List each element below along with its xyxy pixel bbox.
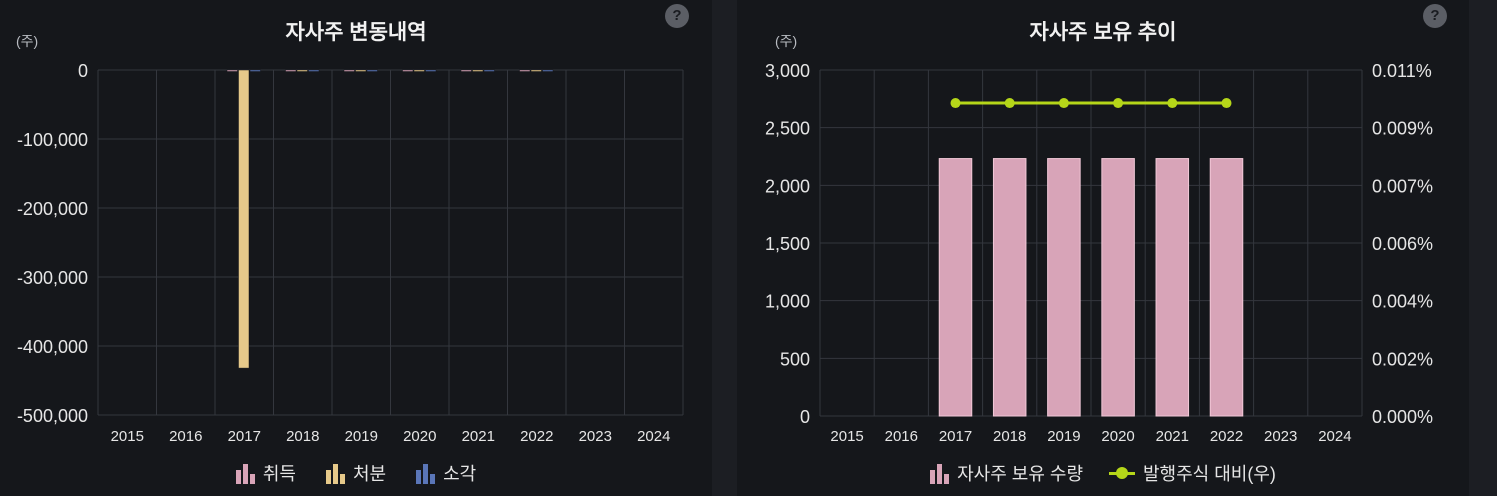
x-tick-label: 2018: [286, 428, 319, 445]
legend-item-disposal[interactable]: 처분: [325, 460, 387, 486]
right-chart-title: 자사주 보유 추이: [1029, 21, 1177, 44]
legend-item-holding-qty[interactable]: 자사주 보유 수량: [930, 460, 1083, 486]
point-issued-ratio: [1113, 98, 1124, 109]
bar-holding-qty: [1101, 158, 1135, 417]
y-tick-label: 2,500: [765, 119, 810, 139]
bar-holding-qty: [1209, 158, 1244, 417]
x-tick-label: 2022: [1210, 428, 1243, 445]
y2-tick-label: 0.002%: [1372, 349, 1433, 369]
x-tick-label: 2020: [403, 428, 436, 445]
bar-acquisition: [460, 69, 472, 72]
x-tick-label: 2015: [830, 428, 863, 445]
bar-cancellation: [483, 69, 495, 72]
left-unit-label: (주): [16, 33, 39, 49]
bar-holding-qty: [938, 158, 973, 417]
bar-disposal: [530, 69, 542, 72]
x-tick-label: 2021: [1156, 428, 1189, 445]
y-tick-label: -200,000: [17, 199, 88, 219]
y-tick-label: 3,000: [765, 61, 810, 81]
x-tick-label: 2019: [1047, 428, 1080, 445]
right-unit-label: (주): [775, 33, 798, 49]
panel-gap: [712, 0, 737, 496]
bar-acquisition: [226, 69, 238, 72]
legend-label: 자사주 보유 수량: [957, 464, 1083, 484]
y-tick-label: 1,500: [765, 234, 810, 254]
y-tick-label: 500: [780, 349, 810, 369]
point-issued-ratio: [1221, 98, 1232, 109]
bar-disposal: [413, 69, 425, 72]
bar-holding-qty: [1047, 158, 1081, 417]
bar-cancellation: [425, 69, 437, 72]
bar-chart-icon: [930, 462, 950, 484]
bar-disposal: [355, 69, 367, 72]
legend-item-issued-ratio[interactable]: 발행주식 대비(우): [1109, 460, 1276, 486]
line-marker-icon: [1109, 466, 1135, 480]
left-chart-title: 자사주 변동내역: [285, 21, 427, 44]
bar-disposal: [238, 69, 250, 369]
right-help-icon[interactable]: ?: [1423, 4, 1447, 28]
y-tick-label: -300,000: [17, 268, 88, 288]
x-tick-label: 2021: [462, 428, 495, 445]
bar-chart-icon: [325, 462, 345, 484]
left-help-icon[interactable]: ?: [665, 4, 689, 28]
y-tick-label: -400,000: [17, 337, 88, 357]
legend-label: 발행주식 대비(우): [1143, 464, 1276, 484]
point-issued-ratio: [1058, 98, 1069, 109]
treasury-change-panel: 자사주 변동내역 (주) ? 0 -100,000 -200,000 -300,000…: [0, 0, 712, 496]
x-tick-label: 2016: [885, 428, 918, 445]
y2-tick-label: 0.007%: [1372, 176, 1433, 196]
bar-disposal: [472, 69, 484, 72]
bar-cancellation: [366, 69, 378, 72]
left-chart: 0 -100,000 -200,000 -300,000 -400,000 -500,00…: [17, 61, 684, 445]
y-tick-label: 2,000: [765, 176, 810, 196]
x-tick-label: 2024: [637, 428, 670, 445]
bar-acquisition: [343, 69, 355, 72]
bar-chart-icon: [235, 462, 255, 484]
left-legend: 취득 처분 소각: [0, 460, 712, 486]
x-tick-label: 2018: [993, 428, 1026, 445]
bar-disposal: [296, 69, 308, 72]
bar-acquisition: [402, 69, 414, 72]
legend-label: 소각: [443, 464, 477, 484]
x-tick-label: 2019: [345, 428, 378, 445]
treasury-holding-panel: 자사주 보유 추이 (주) ? 0 0.000% 500 0.002% 1,000 0.0…: [737, 0, 1469, 496]
legend-label: 취득: [262, 464, 296, 484]
bar-cancellation: [308, 69, 320, 72]
bar-cancellation: [542, 69, 554, 72]
legend-item-acquisition[interactable]: 취득: [235, 460, 296, 486]
x-tick-label: 2017: [228, 428, 261, 445]
bar-holding-qty: [992, 158, 1027, 417]
bar-cancellation: [249, 69, 261, 72]
legend-label: 처분: [352, 464, 387, 484]
x-tick-label: 2024: [1318, 428, 1351, 445]
right-legend: 자사주 보유 수량 발행주식 대비(우): [737, 460, 1469, 486]
page-edge: [1469, 0, 1497, 496]
x-tick-label: 2023: [1264, 428, 1297, 445]
y-tick-label: 1,000: [765, 292, 810, 312]
y-tick-label: -500,000: [17, 406, 88, 426]
x-tick-label: 2020: [1101, 428, 1134, 445]
x-tick-label: 2015: [111, 428, 144, 445]
bar-chart-icon: [416, 462, 436, 484]
right-chart: 0 0.000% 500 0.002% 1,000 0.004% 1,500 0.006% 2,…: [765, 61, 1433, 445]
y2-tick-label: 0.000%: [1372, 407, 1433, 427]
x-tick-label: 2022: [520, 428, 553, 445]
bar-acquisition: [519, 69, 531, 72]
bar-holding-qty: [1155, 158, 1190, 417]
x-tick-label: 2016: [169, 428, 202, 445]
bar-acquisition: [285, 69, 297, 72]
y2-tick-label: 0.006%: [1372, 234, 1433, 254]
point-issued-ratio: [1004, 98, 1015, 109]
y-tick-label: -100,000: [17, 130, 88, 150]
x-tick-label: 2017: [939, 428, 972, 445]
point-issued-ratio: [1167, 98, 1178, 109]
y-tick-label: 0: [78, 61, 88, 81]
legend-item-cancellation[interactable]: 소각: [416, 460, 476, 486]
y2-tick-label: 0.004%: [1372, 292, 1433, 312]
y-tick-label: 0: [800, 407, 810, 427]
y2-tick-label: 0.009%: [1372, 119, 1433, 139]
x-tick-label: 2023: [579, 428, 612, 445]
point-issued-ratio: [950, 98, 961, 109]
y2-tick-label: 0.011%: [1372, 61, 1432, 81]
